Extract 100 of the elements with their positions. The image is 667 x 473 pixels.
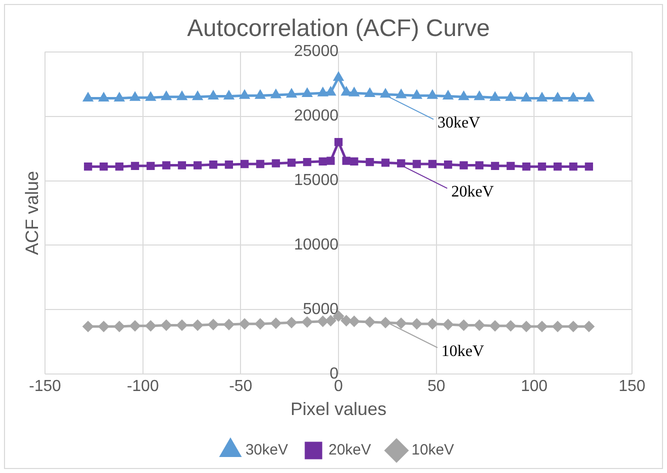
point — [130, 92, 140, 101]
point — [239, 318, 250, 330]
point — [178, 161, 186, 170]
point — [552, 321, 563, 332]
point — [192, 92, 202, 100]
point — [334, 138, 343, 146]
point — [194, 161, 202, 170]
point — [380, 317, 391, 328]
point — [98, 92, 108, 102]
point — [380, 89, 390, 98]
point — [412, 90, 422, 99]
x-tick-label: -50 — [229, 378, 252, 396]
point — [146, 92, 156, 101]
point — [427, 318, 438, 330]
y-tick-label: 5000 — [302, 301, 339, 318]
y-tick-label: 20000 — [294, 108, 339, 125]
point — [302, 316, 312, 328]
point — [349, 88, 359, 96]
point — [287, 158, 296, 167]
point — [396, 90, 406, 98]
point — [325, 315, 336, 326]
point — [554, 162, 562, 171]
x-tick-label: 50 — [427, 378, 446, 396]
point — [366, 158, 374, 166]
point — [286, 317, 297, 328]
annotation: 20keV — [451, 184, 494, 201]
point — [224, 319, 234, 330]
legend-label: 30keV — [245, 442, 288, 459]
point — [381, 158, 390, 167]
point — [460, 161, 468, 170]
point — [568, 321, 579, 332]
point — [342, 87, 352, 96]
point — [584, 92, 594, 102]
y-axis-title: ACF value — [22, 170, 42, 256]
point — [444, 160, 452, 169]
point — [224, 160, 234, 169]
point — [256, 160, 264, 168]
point — [552, 92, 562, 102]
point — [505, 320, 516, 332]
point — [412, 318, 422, 330]
x-axis-title: Pixel values — [290, 399, 387, 420]
point — [114, 321, 125, 332]
point — [475, 161, 484, 170]
point — [536, 321, 548, 332]
point — [442, 319, 454, 330]
point — [145, 320, 156, 332]
legend-label: 10keV — [412, 442, 454, 459]
point — [474, 92, 484, 100]
point — [176, 320, 188, 330]
point — [272, 159, 280, 168]
point — [584, 321, 594, 332]
y-tick-label: 10000 — [294, 236, 339, 254]
point — [365, 88, 375, 97]
point — [522, 162, 530, 171]
point — [458, 320, 469, 330]
point — [443, 91, 453, 100]
point — [342, 156, 350, 165]
x-tick-label: -150 — [28, 378, 62, 396]
point — [318, 88, 328, 96]
point — [364, 316, 376, 328]
point — [177, 92, 187, 100]
point — [130, 162, 140, 170]
point — [490, 162, 500, 170]
x-tick-label: 100 — [520, 378, 548, 396]
legend-label: 20keV — [328, 442, 372, 459]
point — [569, 162, 578, 171]
y-tick-label: 25000 — [294, 43, 339, 60]
point — [208, 319, 219, 330]
point — [334, 72, 344, 81]
point — [240, 160, 249, 168]
point — [192, 320, 203, 330]
point — [537, 92, 547, 102]
point — [538, 162, 546, 171]
point — [318, 157, 327, 166]
point — [209, 160, 218, 169]
point — [506, 92, 516, 101]
point — [162, 161, 170, 170]
point — [397, 159, 406, 168]
point — [326, 87, 336, 96]
point — [348, 316, 360, 327]
point — [271, 90, 281, 98]
point — [100, 162, 108, 171]
point — [506, 162, 515, 170]
annotation: 30keV — [438, 114, 481, 132]
point — [474, 320, 485, 330]
point — [84, 162, 92, 171]
point — [428, 90, 438, 99]
point — [522, 92, 532, 102]
point — [350, 157, 358, 166]
point — [303, 158, 312, 166]
point — [490, 92, 500, 101]
point — [130, 320, 140, 332]
x-tick-label: -100 — [126, 378, 159, 396]
point — [521, 321, 532, 332]
point — [240, 90, 250, 99]
point — [115, 162, 124, 171]
point — [568, 92, 578, 102]
point — [146, 162, 155, 170]
point — [83, 92, 93, 102]
point — [286, 89, 296, 98]
